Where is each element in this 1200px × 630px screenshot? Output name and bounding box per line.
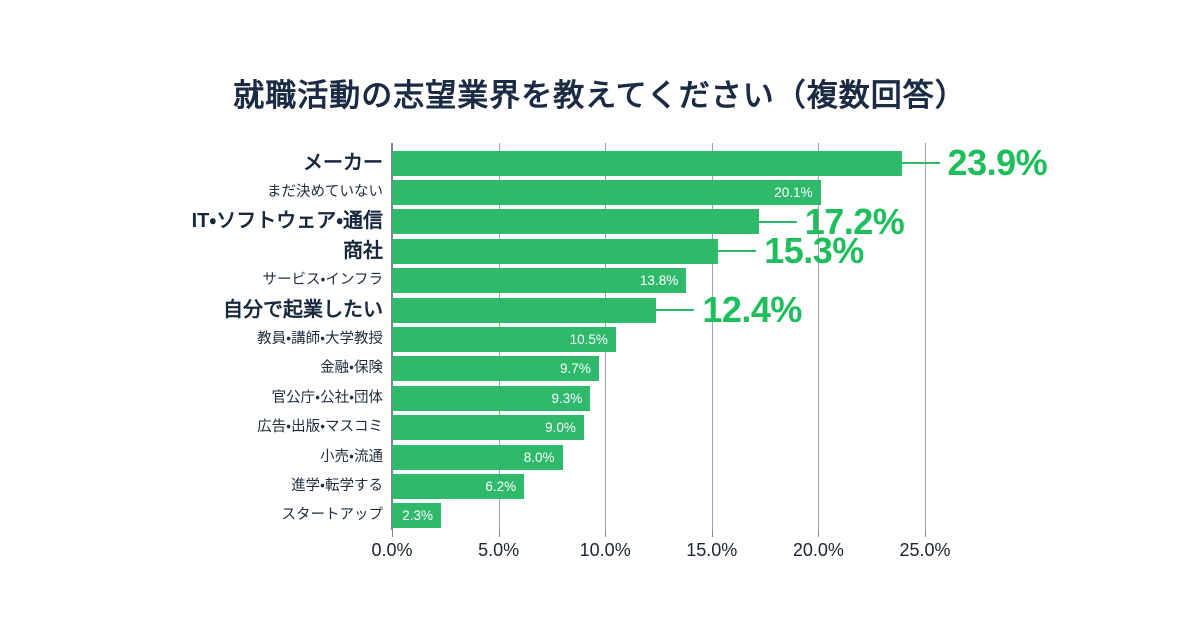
- bar-value-label: 13.8%: [639, 273, 679, 289]
- x-gridline: [925, 143, 926, 530]
- callout-line: [656, 309, 695, 311]
- category-label: 官公庁・公社・団体: [271, 389, 383, 406]
- callout-line: [901, 162, 940, 164]
- callout-line: [758, 220, 797, 223]
- bar-value-label: 9.0%: [545, 420, 576, 436]
- bar-value-label: 9.7%: [560, 361, 591, 377]
- callout-line: [718, 250, 757, 253]
- bar: 9.3%: [392, 385, 591, 411]
- x-gridline: [711, 143, 713, 530]
- bar: [392, 209, 759, 235]
- bar: 9.7%: [392, 356, 599, 382]
- category-label: 小売・流通: [320, 448, 383, 465]
- x-axis-tick: [925, 530, 926, 537]
- x-axis-tick-label: 0.0%: [371, 540, 413, 560]
- x-axis-tick: [392, 530, 393, 537]
- category-label: IT・ソフトウェア・通信: [191, 210, 383, 233]
- callout-value-label: 15.3%: [764, 230, 864, 272]
- category-label: サービス・インフラ: [262, 272, 384, 289]
- x-axis-tick-label: 5.0%: [478, 540, 520, 560]
- x-gridline: [818, 143, 820, 530]
- category-label: まだ決めていない: [267, 183, 383, 200]
- x-axis-tick-label: 25.0%: [899, 540, 951, 560]
- x-axis-tick-label: 15.0%: [686, 540, 738, 560]
- category-label: 進学・転学する: [291, 477, 383, 494]
- category-label: 金融・保険: [320, 360, 383, 377]
- bar: 9.0%: [392, 415, 584, 441]
- chart-title: 就職活動の志望業界を教えてください（複数回答）: [233, 78, 967, 113]
- bar-value-label: 2.3%: [402, 508, 434, 524]
- x-axis-tick: [818, 530, 820, 537]
- x-axis-tick: [711, 530, 713, 537]
- bar-value-label: 9.3%: [551, 390, 583, 406]
- category-label: 商社: [343, 239, 383, 262]
- bar: [392, 150, 902, 176]
- bar: 13.8%: [392, 268, 687, 294]
- bar: 10.5%: [392, 326, 616, 352]
- category-label: 広告・出版・マスコミ: [257, 419, 383, 436]
- category-label: スタートアップ: [281, 507, 384, 524]
- x-axis-tick-label: 10.0%: [579, 540, 631, 560]
- category-label: 自分で起業したい: [223, 298, 383, 321]
- callout-value-label: 23.9%: [947, 142, 1048, 183]
- bar-value-label: 8.0%: [523, 449, 555, 465]
- x-axis-tick-label: 20.0%: [792, 540, 844, 560]
- bar-value-label: 6.2%: [485, 478, 517, 494]
- x-axis-tick: [498, 530, 500, 537]
- callout-value-label: 12.4%: [702, 289, 802, 330]
- bar: [392, 297, 657, 323]
- category-label: メーカー: [303, 151, 383, 174]
- bar: 2.3%: [392, 503, 442, 529]
- bar-value-label: 10.5%: [569, 331, 608, 347]
- bar: 20.1%: [392, 179, 821, 205]
- bar: [392, 238, 719, 264]
- x-axis-tick: [605, 530, 607, 537]
- bar-value-label: 20.1%: [774, 184, 813, 200]
- callout-value-label: 17.2%: [804, 200, 905, 242]
- category-label: 教員・講師・大学教授: [257, 330, 383, 347]
- bar: 6.2%: [392, 473, 525, 499]
- bar: 8.0%: [392, 444, 563, 470]
